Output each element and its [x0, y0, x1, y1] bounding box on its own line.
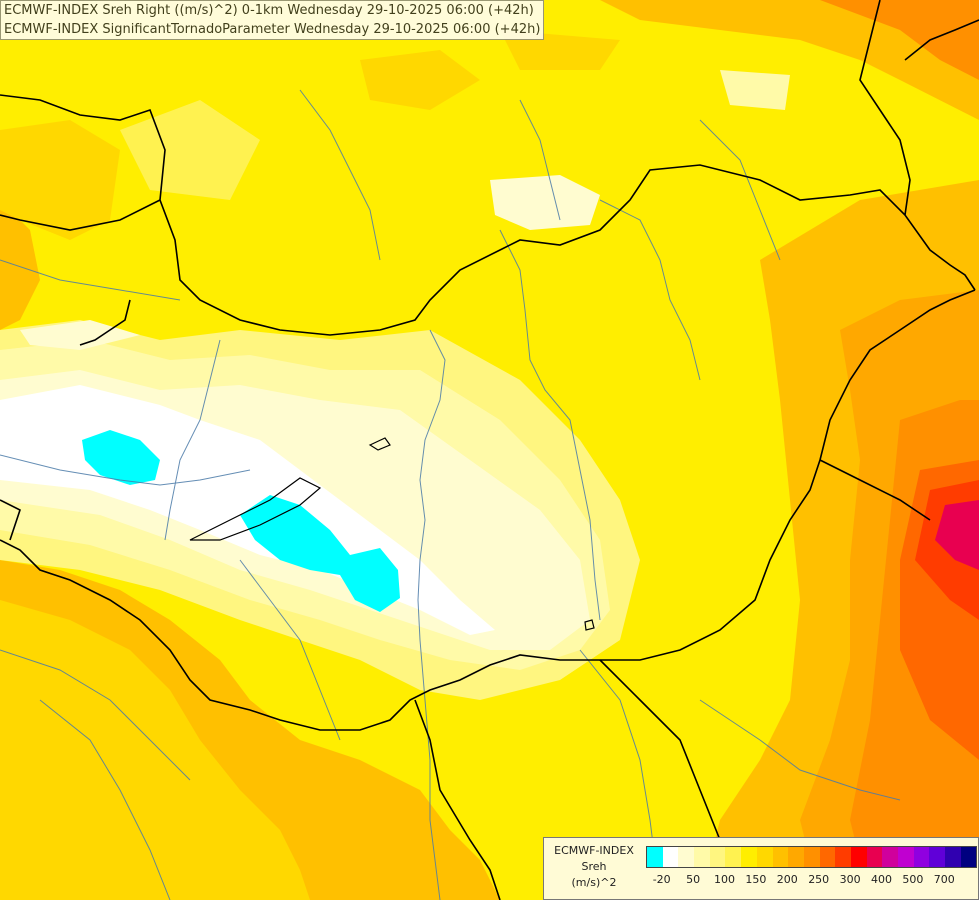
legend-tick-label: 250 — [808, 873, 830, 886]
legend-swatch — [647, 847, 663, 867]
legend-tick-label: 700 — [933, 873, 955, 886]
legend-swatch — [694, 847, 710, 867]
legend-swatch — [756, 847, 773, 867]
legend-swatch — [788, 847, 804, 867]
legend-swatch — [772, 847, 789, 867]
legend-tick-label: 50 — [686, 873, 701, 886]
legend-param: Sreh — [581, 860, 607, 873]
legend-swatch — [929, 847, 946, 867]
legend-source: ECMWF-INDEX — [554, 844, 634, 857]
legend-swatch — [725, 847, 742, 867]
legend-swatches — [646, 846, 978, 868]
legend-tick-label: 400 — [871, 873, 892, 886]
sreh-high-northeast — [600, 0, 979, 120]
legend-swatch — [945, 847, 961, 867]
legend-swatch — [835, 847, 851, 867]
legend-swatch — [913, 847, 930, 867]
title-line-1: ECMWF-INDEX Sreh Right ((m/s)^2) 0-1km W… — [4, 3, 534, 18]
legend-swatch — [898, 847, 914, 867]
color-legend: ECMWF-INDEX Sreh (m/s)^2 -20 50 100 150 200 2… — [543, 837, 979, 900]
legend-ticks: -20 50 100 150 200 250 300 400 500 700 — [646, 873, 976, 889]
legend-swatch — [662, 847, 679, 867]
legend-swatch — [709, 847, 726, 867]
stp-area-west — [82, 430, 160, 485]
legend-swatch — [803, 847, 820, 867]
lakes — [189, 437, 595, 631]
legend-swatch — [960, 847, 977, 867]
legend-swatch — [850, 847, 867, 867]
rivers — [0, 89, 901, 900]
legend-tick-label: 100 — [714, 873, 735, 886]
legend-tick-label: -20 — [652, 873, 671, 886]
map-title: ECMWF-INDEX Sreh Right ((m/s)^2) 0-1km W… — [0, 0, 545, 40]
legend-units: (m/s)^2 — [571, 876, 617, 889]
legend-tick-label: 200 — [776, 873, 798, 886]
legend-swatch — [819, 847, 836, 867]
title-line-2: ECMWF-INDEX SignificantTornadoParameter … — [4, 22, 541, 37]
legend-swatch — [741, 847, 757, 867]
legend-tick-label: 500 — [902, 873, 924, 886]
stp-area-center — [240, 495, 400, 612]
legend-swatch — [882, 847, 898, 867]
legend-swatch — [866, 847, 883, 867]
legend-swatch — [678, 847, 695, 867]
legend-tick-label: 150 — [745, 873, 767, 886]
legend-tick-label: 300 — [839, 873, 861, 886]
